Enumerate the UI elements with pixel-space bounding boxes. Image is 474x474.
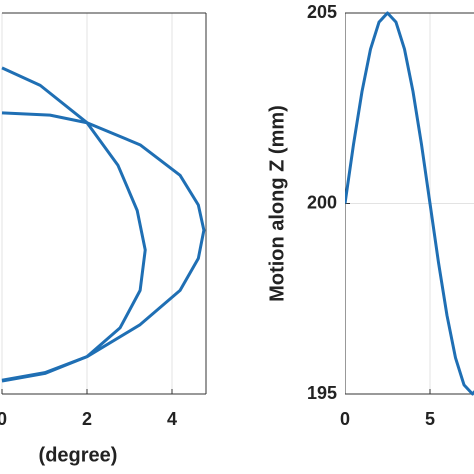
y-tick-label: 200 bbox=[307, 192, 337, 212]
x-tick-label: 5 bbox=[425, 409, 435, 429]
y-tick-label: 205 bbox=[307, 2, 337, 22]
x-tick-label: 0 bbox=[340, 409, 350, 429]
line bbox=[1, 111, 206, 382]
x-tick-label: 2 bbox=[82, 409, 92, 429]
y-axis-label: Motion along Z (mm) bbox=[266, 105, 288, 302]
line bbox=[345, 11, 474, 396]
panel bbox=[345, 11, 474, 396]
y-tick-label: 195 bbox=[307, 383, 337, 403]
x-tick-label: 0 bbox=[0, 409, 7, 429]
x-axis-label: (degree) bbox=[39, 444, 118, 466]
panel bbox=[1, 12, 207, 395]
x-tick-label: 4 bbox=[167, 409, 177, 429]
